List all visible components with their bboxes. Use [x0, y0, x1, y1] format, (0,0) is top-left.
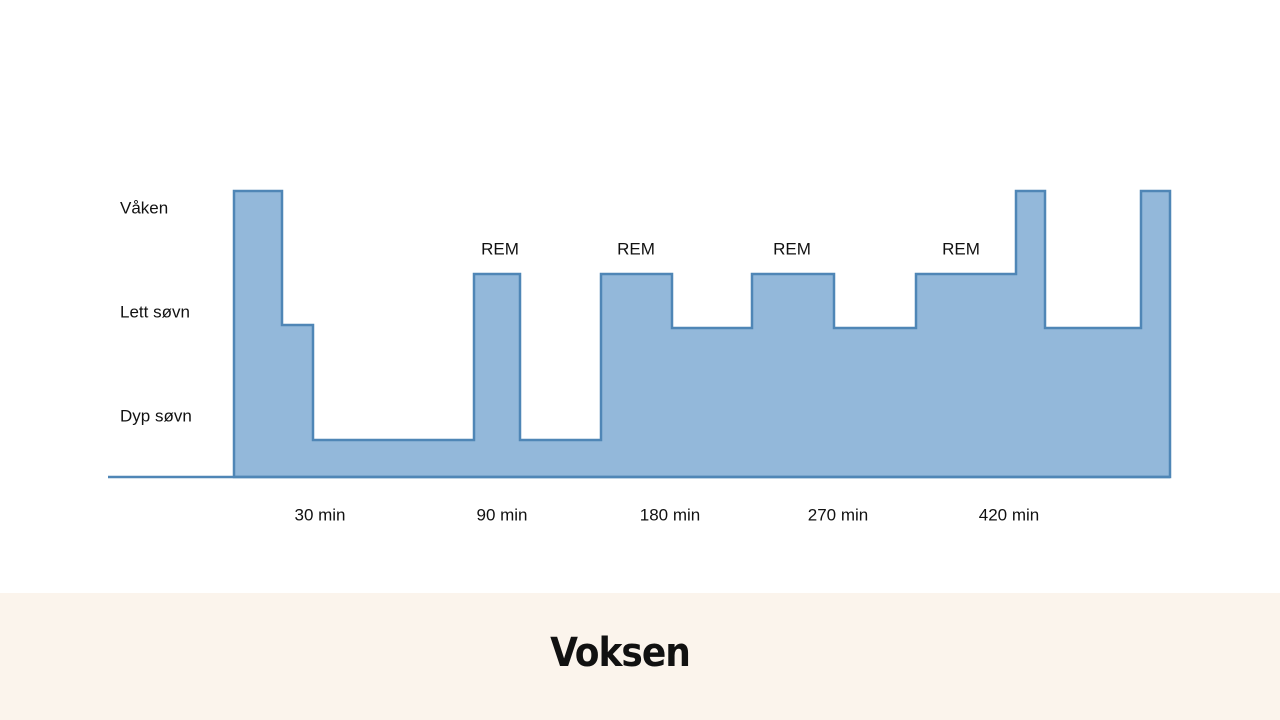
time-label: 180 min [640, 505, 700, 524]
rem-label: REM [942, 239, 980, 258]
level-label: Lett søvn [120, 302, 190, 321]
rem-label: REM [481, 239, 519, 258]
sleep-stage-area [232, 189, 1172, 479]
rem-label: REM [773, 239, 811, 258]
time-label: 30 min [294, 505, 345, 524]
level-label: Våken [120, 198, 168, 217]
time-label: 90 min [476, 505, 527, 524]
rem-label: REM [617, 239, 655, 258]
time-label: 420 min [979, 505, 1039, 524]
time-label: 270 min [808, 505, 868, 524]
title: Voksen [550, 630, 690, 676]
level-label: Dyp søvn [120, 406, 192, 425]
footer-band [0, 593, 1280, 720]
